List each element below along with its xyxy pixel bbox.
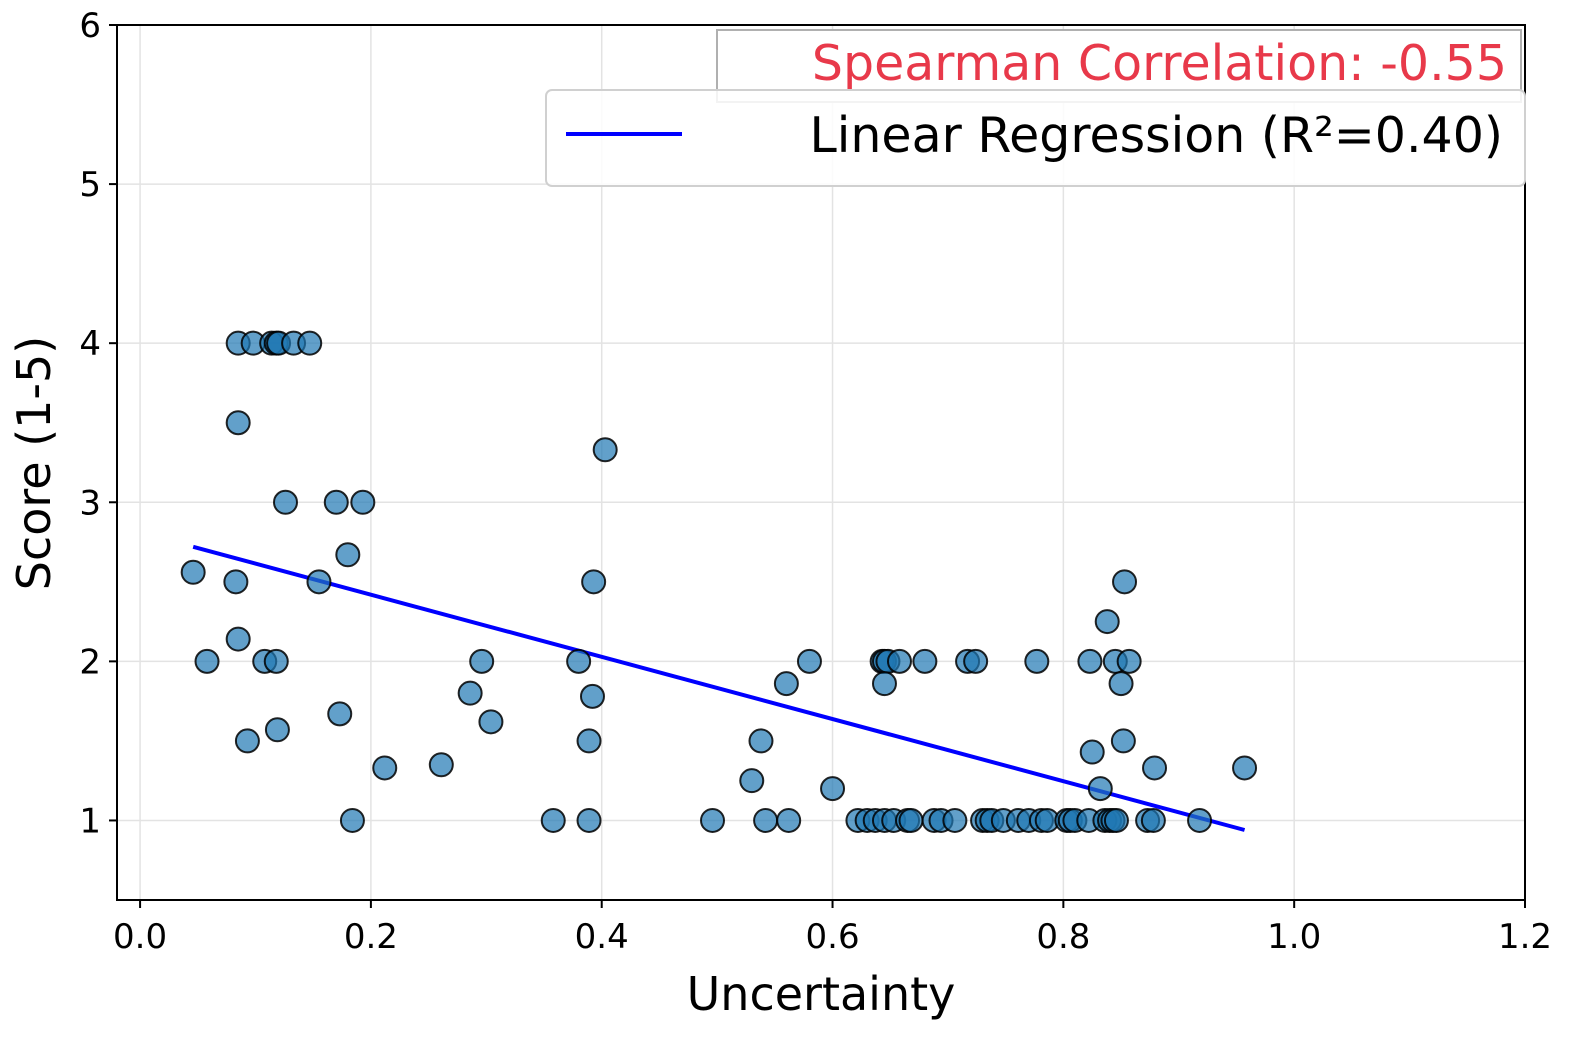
x-tick-label: 0.6 <box>806 917 860 957</box>
data-point <box>1116 648 1142 674</box>
regression-layer <box>192 544 1246 832</box>
data-point <box>963 648 989 674</box>
data-point <box>796 648 822 674</box>
data-point <box>912 648 938 674</box>
data-point <box>350 489 376 515</box>
data-point <box>1112 569 1138 595</box>
data-point <box>898 807 924 833</box>
data-point <box>942 807 968 833</box>
y-axis-title: Score (1-5) <box>7 336 61 590</box>
data-point <box>327 701 353 727</box>
annotation-text: Spearman Correlation: -0.55 <box>812 35 1507 92</box>
data-point <box>1110 728 1136 754</box>
data-point <box>297 330 323 356</box>
y-tick-label: 6 <box>79 6 101 46</box>
data-point <box>1108 671 1134 697</box>
data-point <box>323 489 349 515</box>
data-point <box>700 807 726 833</box>
legend: Linear Regression (R²=0.40) <box>545 89 1526 187</box>
data-point <box>581 569 607 595</box>
data-point <box>428 752 454 778</box>
x-tick-label: 0.4 <box>575 917 629 957</box>
data-point <box>1232 755 1258 781</box>
data-point <box>1077 648 1103 674</box>
data-point <box>335 542 361 568</box>
data-point <box>871 671 897 697</box>
x-axis-title: Uncertainty <box>687 967 956 1021</box>
data-point <box>180 559 206 585</box>
y-tick-label: 3 <box>79 483 101 523</box>
data-point <box>263 648 289 674</box>
data-point <box>739 768 765 794</box>
data-point <box>1079 739 1105 765</box>
data-points <box>180 330 1258 833</box>
legend-entry-label: Linear Regression (R²=0.40) <box>809 107 1503 164</box>
data-point <box>566 648 592 674</box>
data-point <box>748 728 774 754</box>
data-point <box>886 648 912 674</box>
data-point <box>234 728 260 754</box>
data-point <box>469 648 495 674</box>
regression-line <box>192 544 1246 832</box>
data-point <box>339 807 365 833</box>
data-point <box>579 683 605 709</box>
x-tick-label: 1.0 <box>1267 917 1321 957</box>
data-point <box>1103 807 1129 833</box>
data-point <box>753 807 779 833</box>
data-point <box>194 648 220 674</box>
data-point <box>1024 648 1050 674</box>
data-point <box>223 569 249 595</box>
data-point <box>1094 609 1120 635</box>
legend-box <box>545 89 1526 187</box>
x-tick-label: 0.2 <box>344 917 398 957</box>
data-point <box>457 680 483 706</box>
data-point <box>272 489 298 515</box>
y-tick-label: 1 <box>79 801 101 841</box>
data-point <box>540 807 566 833</box>
y-axis-ticks: 1 2 3 4 5 6 <box>79 6 117 841</box>
x-tick-label: 0.0 <box>113 917 167 957</box>
x-tick-label: 0.8 <box>1036 917 1090 957</box>
data-point <box>372 755 398 781</box>
data-point <box>1142 755 1168 781</box>
data-point <box>576 807 602 833</box>
data-point <box>264 717 290 743</box>
data-point <box>306 569 332 595</box>
data-point <box>1140 807 1166 833</box>
data-point <box>776 807 802 833</box>
x-tick-label: 1.2 <box>1498 917 1552 957</box>
plot-frame <box>116 24 1526 901</box>
data-point <box>1087 776 1113 802</box>
data-point <box>225 626 251 652</box>
data-point <box>592 437 618 463</box>
x-axis-ticks: 0.0 0.2 0.4 0.6 0.8 1.0 1.2 <box>113 900 1552 957</box>
data-point <box>478 709 504 735</box>
y-tick-label: 4 <box>79 324 101 364</box>
data-point <box>225 410 251 436</box>
data-point <box>1187 807 1213 833</box>
y-tick-label: 2 <box>79 642 101 682</box>
y-tick-label: 5 <box>79 165 101 205</box>
spearman-annotation: Spearman Correlation: -0.55 <box>716 29 1522 103</box>
data-point <box>576 728 602 754</box>
data-point <box>773 671 799 697</box>
data-point <box>820 776 846 802</box>
